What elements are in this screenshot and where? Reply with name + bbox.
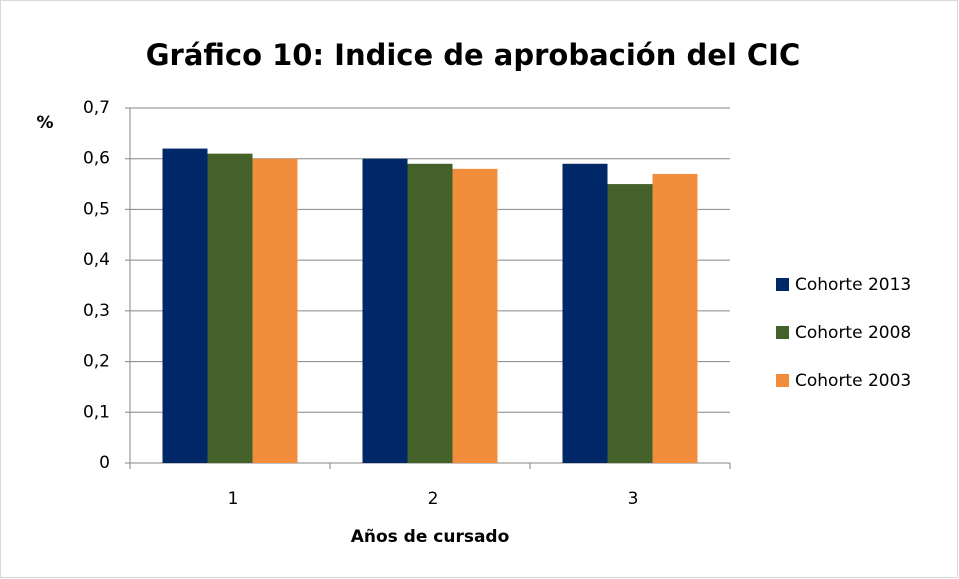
x-tick-label: 3 [628, 489, 639, 509]
y-tick-label: 0,6 [83, 149, 110, 169]
chart-title: Gráfico 10: Indice de aprobación del CIC [146, 38, 801, 72]
bar [407, 163, 453, 464]
bar [162, 148, 208, 464]
bar [362, 158, 408, 463]
x-tick-label: 1 [228, 489, 239, 509]
bar [607, 184, 653, 464]
legend-swatch [776, 374, 789, 387]
legend-swatch [776, 278, 789, 291]
y-tick-label: 0,3 [83, 301, 110, 321]
y-tick-label: 0 [99, 453, 110, 473]
y-tick-label: 0,5 [83, 199, 110, 219]
bar [652, 173, 698, 463]
bar [207, 153, 253, 463]
legend-swatch [776, 326, 789, 339]
x-axis-title: Años de cursado [351, 527, 510, 547]
y-tick-label: 0,4 [83, 250, 110, 270]
bar [452, 168, 498, 463]
y-tick-label: 0,7 [83, 98, 110, 118]
y-tick-label: 0,1 [83, 402, 110, 422]
bar [562, 163, 608, 464]
legend-label: Cohorte 2008 [795, 323, 911, 343]
legend-label: Cohorte 2003 [795, 371, 911, 391]
y-tick-label: 0,2 [83, 352, 110, 372]
y-axis-title: % [36, 113, 53, 133]
legend-label: Cohorte 2013 [795, 275, 911, 295]
x-tick-label: 2 [428, 489, 439, 509]
bar [252, 158, 298, 463]
